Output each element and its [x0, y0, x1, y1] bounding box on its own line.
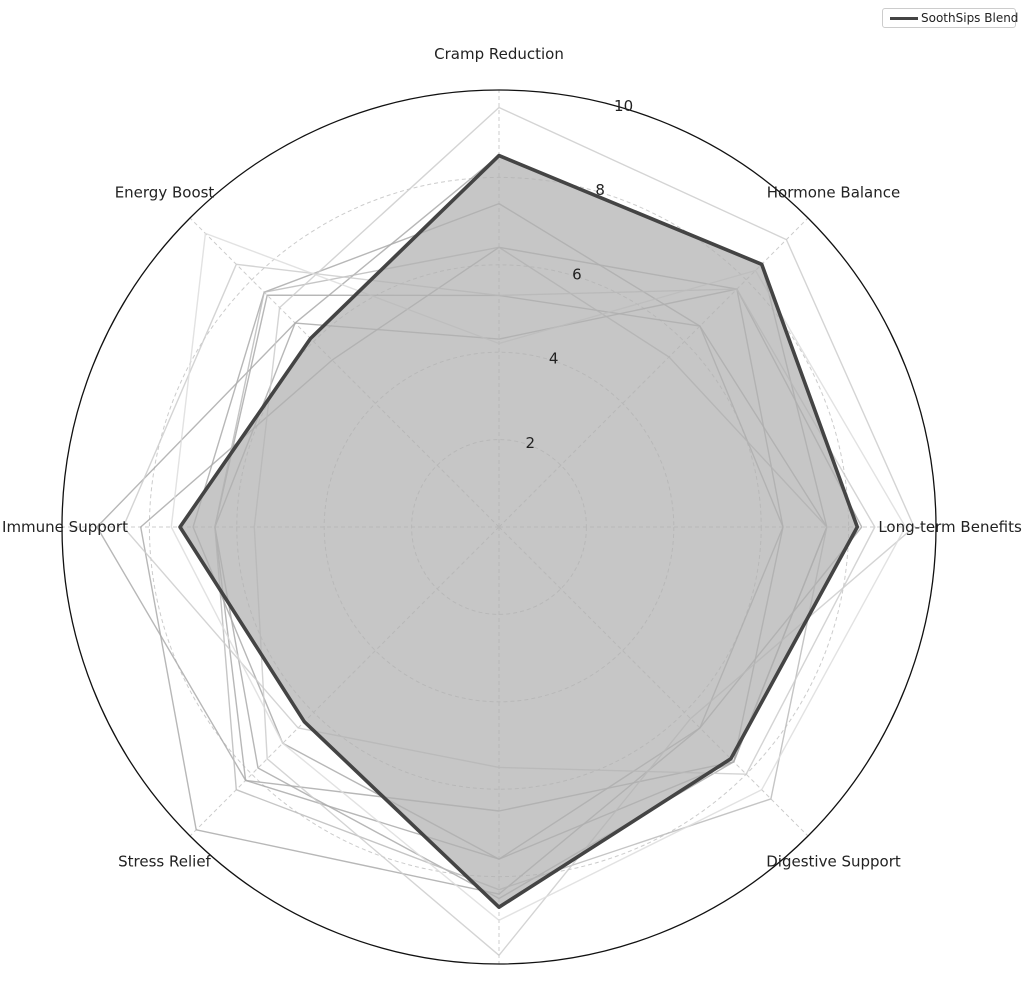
axis-label-3: Digestive Support: [766, 853, 901, 871]
outer-frame: [61, 89, 937, 965]
axis-label-7: Energy Boost: [115, 184, 215, 202]
r-tick-label: 4: [549, 350, 559, 368]
r-tick-label: 6: [572, 265, 582, 283]
r-tick-label: 8: [595, 181, 605, 199]
legend-swatch: [890, 17, 918, 20]
axis-label-1: Hormone Balance: [767, 184, 900, 202]
legend-entry-label: SoothSips Blend: [921, 11, 1019, 25]
r-tick-label: 10: [614, 97, 633, 115]
legend: SoothSips Blend: [882, 8, 1019, 28]
axis-label-2: Long-term Benefits: [878, 518, 1022, 536]
series-line-soothsips-blend: [178, 153, 860, 910]
radar-series: [96, 106, 915, 956]
series-line-9: [170, 232, 907, 921]
series-fill-soothsips-blend: [180, 155, 858, 908]
series-line-7: [253, 106, 915, 956]
axis-label-0: Cramp Reduction: [434, 45, 564, 63]
r-tick-label: 2: [526, 434, 536, 452]
axis-label-5: Stress Relief: [118, 853, 211, 871]
radar-labels: 2 4 6 8 10 Cramp Reduction Hormone Balance Long…: [2, 45, 1022, 871]
axis-label-6: Immune Support: [2, 518, 128, 536]
